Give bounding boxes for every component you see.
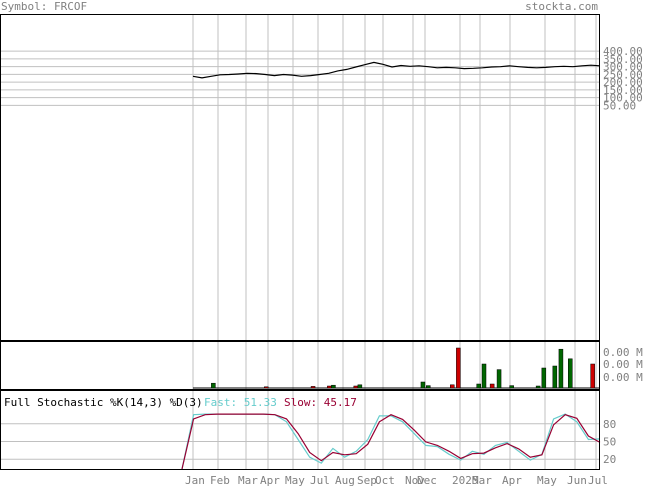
volume-bar (535, 385, 541, 389)
price-tick-label: 200.00 (603, 76, 643, 89)
volume-tick-label: 0.00 M (603, 346, 643, 359)
stoch-tick-label: 50 (603, 436, 616, 449)
volume-bar (590, 363, 595, 389)
price-tick-label: 250.00 (603, 68, 643, 81)
volume-bar (331, 384, 336, 389)
volume-bar (541, 367, 547, 389)
volume-bar (481, 363, 487, 389)
grid-lines (0, 14, 600, 469)
x-tick-label: Sep (357, 474, 377, 486)
x-tick-label: Mar (238, 474, 258, 486)
price-tick-label: 400.00 (603, 45, 643, 58)
x-tick-label: May (285, 474, 305, 486)
x-tick-label: 2025 (452, 474, 479, 486)
volume-bar (476, 383, 481, 389)
volume-bar (211, 382, 216, 389)
x-tick-label: Mar (472, 474, 492, 486)
x-tick-label: Jul (310, 474, 330, 486)
volume-bar (489, 383, 495, 389)
volume-tick-label: 0.00 M (603, 358, 643, 371)
fast-value-label: Fast: 51.33 (204, 396, 277, 409)
volume-bar (552, 365, 558, 389)
x-tick-label: Apr (502, 474, 522, 486)
volume-tick-label: 0.00 M (603, 371, 643, 384)
price-tick-label: 300.00 (603, 61, 643, 74)
source-label: stockta.com (525, 0, 598, 13)
panel-frame (0, 14, 600, 341)
volume-bar (310, 386, 316, 389)
x-tick-label: Apr (260, 474, 280, 486)
symbol-label: Symbol: FRCOF (1, 0, 87, 13)
stoch-tick-label: 20 (603, 453, 616, 466)
x-tick-label: Jan (185, 474, 205, 486)
volume-bar (327, 385, 332, 389)
panel-frame (0, 390, 600, 470)
price-line (192, 61, 601, 79)
volume-bar (264, 386, 269, 389)
x-tick-label: Jun (567, 474, 587, 486)
volume-bar (456, 347, 461, 389)
price-panel: 400.00350.00300.00250.00200.00150.00100.… (192, 45, 643, 112)
stoch-tick-label: 80 (603, 418, 616, 431)
panel-frame (0, 341, 600, 390)
volume-bar (509, 385, 514, 389)
panel-frames (0, 14, 600, 470)
volume-bar (420, 381, 426, 389)
volume-bar (496, 369, 502, 389)
price-tick-label: 100.00 (603, 92, 643, 105)
x-tick-label: Feb (210, 474, 230, 486)
x-tick-label: Oct (375, 474, 395, 486)
volume-bar (357, 384, 363, 389)
x-tick-label: Jul (588, 474, 608, 486)
x-tick-label: Dec (417, 474, 437, 486)
volume-bar (353, 385, 359, 389)
stochastic-title: Full Stochastic %K(14,3) %D(3) (4, 396, 203, 409)
slow-value-label: Slow: 45.17 (284, 396, 357, 409)
x-tick-label: Nov (405, 474, 425, 486)
volume-bar (568, 358, 573, 389)
x-tick-label: Aug (335, 474, 355, 486)
volume-panel: 0.00 M0.00 M0.00 M (193, 346, 643, 389)
volume-bar (558, 348, 564, 389)
price-tick-label: 150.00 (603, 84, 643, 97)
volume-bar (450, 384, 455, 389)
slow-line (181, 413, 601, 470)
stochastic-panel: Full Stochastic %K(14,3) %D(3) Fast: 51.… (4, 396, 616, 470)
x-tick-label: May (537, 474, 557, 486)
price-tick-label: 350.00 (603, 53, 643, 66)
price-tick-label: 50.00 (603, 99, 636, 112)
volume-bar (425, 385, 431, 389)
